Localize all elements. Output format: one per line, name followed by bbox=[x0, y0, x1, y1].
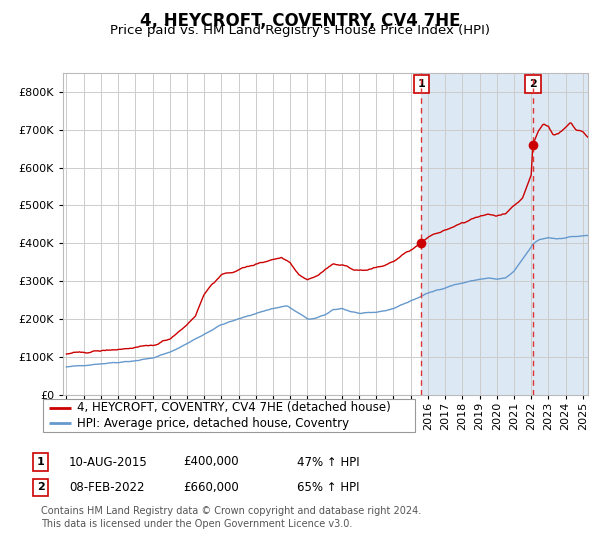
Text: 4, HEYCROFT, COVENTRY, CV4 7HE: 4, HEYCROFT, COVENTRY, CV4 7HE bbox=[140, 12, 460, 30]
Text: 47% ↑ HPI: 47% ↑ HPI bbox=[297, 455, 359, 469]
Text: £400,000: £400,000 bbox=[183, 455, 239, 469]
Text: 08-FEB-2022: 08-FEB-2022 bbox=[69, 480, 145, 494]
Text: 1: 1 bbox=[37, 457, 44, 467]
Bar bbox=[421, 73, 600, 395]
Text: Contains HM Land Registry data © Crown copyright and database right 2024.: Contains HM Land Registry data © Crown c… bbox=[41, 506, 421, 516]
Text: Price paid vs. HM Land Registry's House Price Index (HPI): Price paid vs. HM Land Registry's House … bbox=[110, 24, 490, 36]
Text: HPI: Average price, detached house, Coventry: HPI: Average price, detached house, Cove… bbox=[77, 417, 349, 430]
Text: £660,000: £660,000 bbox=[183, 480, 239, 494]
Text: 65% ↑ HPI: 65% ↑ HPI bbox=[297, 480, 359, 494]
Text: 4, HEYCROFT, COVENTRY, CV4 7HE (detached house): 4, HEYCROFT, COVENTRY, CV4 7HE (detached… bbox=[77, 402, 391, 414]
FancyBboxPatch shape bbox=[43, 399, 415, 432]
Text: 2: 2 bbox=[37, 482, 44, 492]
Text: 2: 2 bbox=[529, 79, 537, 89]
Text: 10-AUG-2015: 10-AUG-2015 bbox=[69, 455, 148, 469]
Text: This data is licensed under the Open Government Licence v3.0.: This data is licensed under the Open Gov… bbox=[41, 519, 352, 529]
Text: 1: 1 bbox=[418, 79, 425, 89]
